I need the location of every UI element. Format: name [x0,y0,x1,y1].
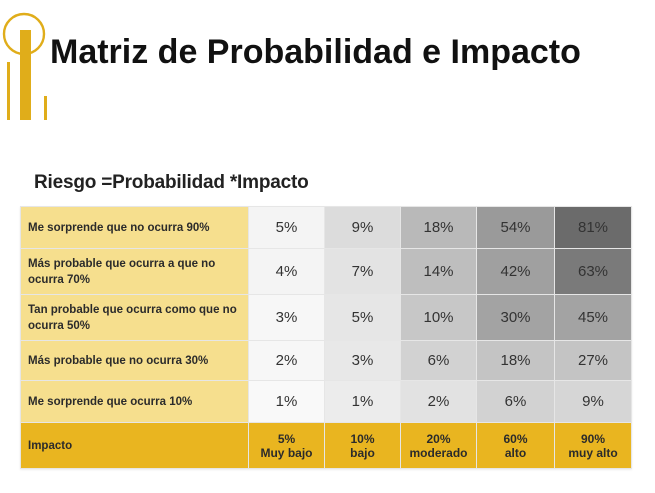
page-subtitle: Riesgo =Probabilidad *Impacto [34,172,309,193]
impact-percent: 60% [503,431,528,446]
probability-label: Tan probable que ocurra como que no ocur… [20,294,249,341]
impact-level: alto [504,445,527,460]
risk-cell: 14% [400,248,477,295]
risk-cell: 18% [476,340,555,381]
risk-cell: 10% [400,294,477,341]
risk-cell: 5% [324,294,401,341]
impact-percent: 90% [580,431,606,446]
risk-cell: 9% [324,206,401,249]
impact-percent: 10% [350,431,375,446]
probability-label: Me sorprende que ocurra 10% [20,380,249,423]
impact-row: Impacto 5% Muy bajo 10% bajo 20% moderado 60% al… [20,422,632,469]
risk-cell: 3% [324,340,401,381]
impact-cell: 90% muy alto [554,422,632,469]
risk-cell: 5% [248,206,325,249]
matrix-row: Tan probable que ocurra como que no ocur… [20,294,632,341]
impact-cell: 10% bajo [324,422,401,469]
risk-cell: 1% [324,380,401,423]
impact-level: bajo [350,445,375,460]
matrix-row: Más probable que ocurra a que no ocurra … [20,248,632,295]
impact-percent: 20% [426,431,451,446]
probability-impact-matrix: Me sorprende que no ocurra 90% 5% 9% 18% 54%… [20,206,632,469]
page-title: Matriz de Probabilidad e Impacto [50,33,581,71]
risk-cell: 63% [554,248,632,295]
impact-percent: 5% [277,431,296,446]
probability-label: Más probable que ocurra a que no ocurra … [20,248,249,295]
risk-cell: 4% [248,248,325,295]
risk-cell: 42% [476,248,555,295]
risk-cell: 54% [476,206,555,249]
risk-cell: 1% [248,380,325,423]
probability-label: Más probable que no ocurra 30% [20,340,249,381]
risk-cell: 2% [400,380,477,423]
impact-level: muy alto [568,445,618,460]
impact-cell: 5% Muy bajo [248,422,325,469]
matrix-row: Me sorprende que no ocurra 90% 5% 9% 18% 54%… [20,206,632,249]
risk-cell: 45% [554,294,632,341]
probability-label: Me sorprende que no ocurra 90% [20,206,249,249]
risk-cell: 27% [554,340,632,381]
risk-cell: 3% [248,294,325,341]
matrix-row: Me sorprende que ocurra 10% 1% 1% 2% 6% 9% [20,380,632,423]
risk-cell: 6% [476,380,555,423]
risk-cell: 6% [400,340,477,381]
impact-level: Muy bajo [260,445,313,460]
risk-cell: 81% [554,206,632,249]
risk-cell: 9% [554,380,632,423]
risk-cell: 30% [476,294,555,341]
impact-cell: 20% moderado [400,422,477,469]
logo-icon [2,12,47,120]
risk-cell: 7% [324,248,401,295]
impact-cell: 60% alto [476,422,555,469]
risk-cell: 18% [400,206,477,249]
matrix-row: Más probable que no ocurra 30% 2% 3% 6% 18% 2… [20,340,632,381]
impact-label: Impacto [20,422,249,469]
impact-level: moderado [409,445,468,460]
risk-cell: 2% [248,340,325,381]
